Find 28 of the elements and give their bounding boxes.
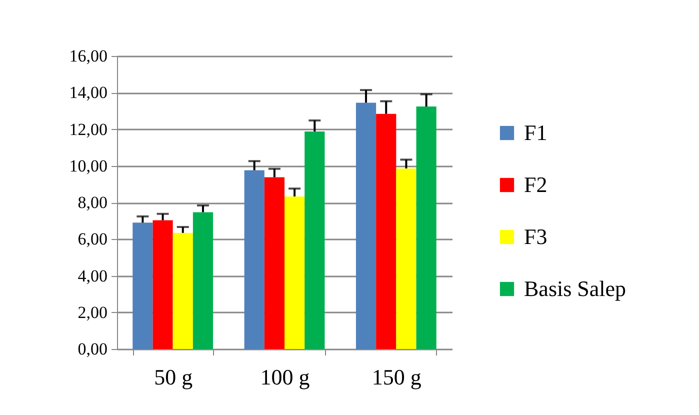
y-tick-label: 14,00	[69, 83, 108, 102]
legend-label: F3	[524, 224, 548, 249]
x-tick-label: 50 g	[154, 364, 193, 390]
bar	[172, 232, 193, 349]
bar	[376, 114, 396, 349]
y-tick-label: 2,00	[78, 302, 108, 322]
x-tick-label: 100 g	[260, 364, 310, 390]
y-tick-label: 10,00	[69, 156, 108, 176]
legend-label: F2	[524, 172, 548, 197]
y-tick-label: 12,00	[69, 120, 108, 139]
legend-label: F1	[524, 120, 548, 145]
bar	[284, 196, 305, 349]
y-tick-label: 4,00	[78, 266, 108, 286]
bar	[396, 168, 416, 349]
legend-label: Basis Salep	[524, 276, 626, 301]
bar	[244, 170, 264, 349]
x-tick-label: 150 g	[372, 364, 422, 390]
bar	[132, 222, 153, 349]
y-tick-label: 8,00	[78, 193, 108, 212]
y-tick-label: 0,00	[78, 340, 108, 358]
y-tick-label: 16,00	[69, 46, 108, 66]
bar	[192, 212, 214, 349]
bar	[304, 131, 325, 349]
bar	[264, 177, 284, 349]
bar	[152, 220, 173, 349]
y-tick-label: 6,00	[78, 230, 108, 249]
bar	[416, 106, 436, 349]
bar	[356, 102, 376, 349]
